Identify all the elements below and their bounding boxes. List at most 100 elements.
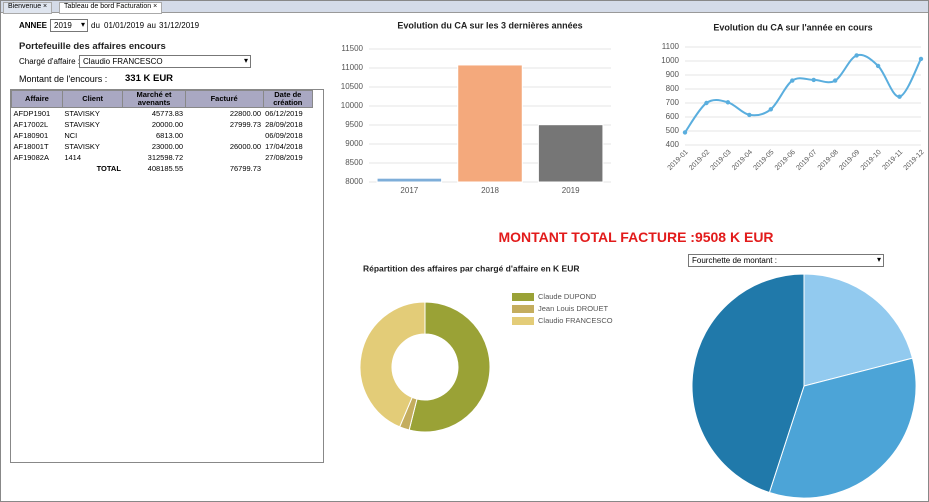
tab-active[interactable]: Tableau de bord Facturation × [59, 2, 163, 14]
total-row: TOTAL 408185.55 76799.73 [12, 163, 313, 174]
range-select[interactable]: Fourchette de montant : [688, 254, 884, 267]
y-tick-label: 1000 [661, 56, 679, 65]
manager-select[interactable]: Claudio FRANCESCO [79, 55, 251, 68]
year-select[interactable]: 2019 [50, 19, 88, 32]
point [768, 107, 774, 112]
tab-bar [1, 1, 928, 13]
cell: AF18001T [13, 142, 49, 151]
point [918, 56, 924, 62]
table-panel: Affaire Client Marché et avenants Facturé Da… [10, 89, 324, 463]
x-tick-label: 2019-08 [817, 149, 840, 172]
slice [803, 273, 914, 387]
y-tick-label: 9500 [345, 120, 363, 129]
point [725, 100, 731, 105]
point [897, 94, 902, 99]
portfolio-title: Portefeuille des affaires encours [19, 41, 166, 52]
to-date: 31/12/2019 [159, 21, 200, 30]
table-row: AF17002L STAVISKY 20000.00 27999.73 28/09/20… [12, 119, 313, 130]
point [875, 63, 881, 69]
point [704, 100, 709, 106]
bar [457, 64, 523, 183]
slice [768, 357, 917, 499]
y-tick-label: 800 [666, 84, 680, 93]
legend-swatch [512, 305, 534, 313]
x-tick-label: 2019-04 [731, 149, 754, 172]
cell: STAVISKY [64, 109, 100, 118]
year-value: 2019 [54, 21, 72, 30]
manager-label: Chargé d'affaire : [19, 57, 80, 66]
cell: AF19082A [13, 153, 49, 162]
table-row: AF180901 NCI 6813.00 06/09/2018 [12, 130, 313, 141]
table-row: AF18001T STAVISKY 23000.00 26000.00 17/04/20… [12, 141, 313, 152]
y-tick-label: 700 [666, 98, 680, 107]
tab-label: Bienvenue [8, 3, 42, 10]
amount-label: Montant de l'encours : [19, 74, 108, 84]
column-header: Affaire [11, 90, 63, 108]
legend-label: Claudio FRANCESCO [538, 316, 613, 325]
headline: MONTANT TOTAL FACTURE :9508 K EUR [498, 229, 774, 245]
cell: STAVISKY [64, 142, 100, 151]
slice [408, 301, 491, 433]
header-row: Affaire Client Marché et avenants Facturé Da… [11, 90, 314, 108]
cell: AFDP1901 [13, 109, 51, 118]
cell: 26000.00 [229, 142, 262, 151]
cell: 1414 [64, 153, 82, 162]
cell: 22800.00 [229, 109, 262, 118]
bar [537, 124, 604, 183]
y-tick-label: 8000 [345, 177, 363, 186]
chart-title: Répartition des affaires par chargé d'af… [363, 263, 579, 273]
year-label: ANNEE : [19, 21, 52, 30]
y-tick-label: 11500 [341, 44, 363, 53]
y-tick-label: 900 [666, 70, 680, 79]
y-tick-label: 8500 [345, 158, 363, 167]
point [790, 78, 795, 83]
y-tick-label: 10500 [341, 82, 364, 91]
cell: STAVISKY [64, 120, 100, 129]
cell: 6813.00 [155, 131, 184, 140]
point [854, 53, 859, 58]
point [747, 112, 752, 118]
column-header: Client [61, 90, 124, 108]
line [684, 53, 922, 133]
x-tick-label: 2019-11 [882, 149, 905, 172]
slice [359, 301, 426, 428]
slice [691, 273, 805, 494]
cell: AF180901 [13, 131, 49, 140]
cell: 408185.55 [147, 164, 184, 173]
legend-swatch [512, 293, 534, 301]
cell: NCI [64, 131, 78, 140]
range-value: Fourchette de montant : [692, 256, 777, 265]
x-tick-label: 2017 [400, 186, 418, 195]
y-tick-label: 500 [666, 126, 680, 135]
cell: 06/12/2019 [265, 109, 303, 118]
y-tick-label: 400 [666, 140, 680, 149]
cell: 45773.83 [151, 109, 184, 118]
x-tick-label: 2019-12 [903, 149, 926, 172]
cell: 28/09/2018 [265, 120, 303, 129]
table-row: AFDP1901 STAVISKY 45773.83 22800.00 06/12/20… [12, 108, 313, 120]
point [832, 78, 838, 83]
tab[interactable]: Bienvenue × [3, 2, 53, 14]
table-row: AF19082A 1414 312598.72 27/08/2019 [12, 152, 313, 163]
x-tick-label: 2019-03 [710, 149, 733, 172]
chart-title: Evolution du CA sur l'année en cours [713, 22, 872, 32]
cell: 76799.73 [229, 164, 262, 173]
y-tick-label: 9000 [345, 139, 363, 148]
cell: AF17002L [13, 120, 49, 129]
y-tick-label: 10000 [341, 101, 364, 110]
x-tick-label: 2019 [562, 186, 580, 195]
point [811, 77, 816, 83]
amount-value: 331 K EUR [125, 73, 174, 84]
cell: 312598.72 [147, 153, 184, 162]
tab-label: Tableau de bord Facturation [64, 3, 152, 10]
from-date: 01/01/2019 [104, 21, 145, 30]
x-tick-label: 2019-05 [752, 149, 775, 172]
x-tick-label: 2019-01 [667, 149, 690, 172]
cell: TOTAL [96, 164, 121, 173]
point [682, 130, 688, 135]
x-tick-label: 2019-06 [774, 149, 797, 172]
legend-label: Jean Louis DROUET [538, 304, 608, 313]
y-tick-label: 600 [666, 112, 680, 121]
